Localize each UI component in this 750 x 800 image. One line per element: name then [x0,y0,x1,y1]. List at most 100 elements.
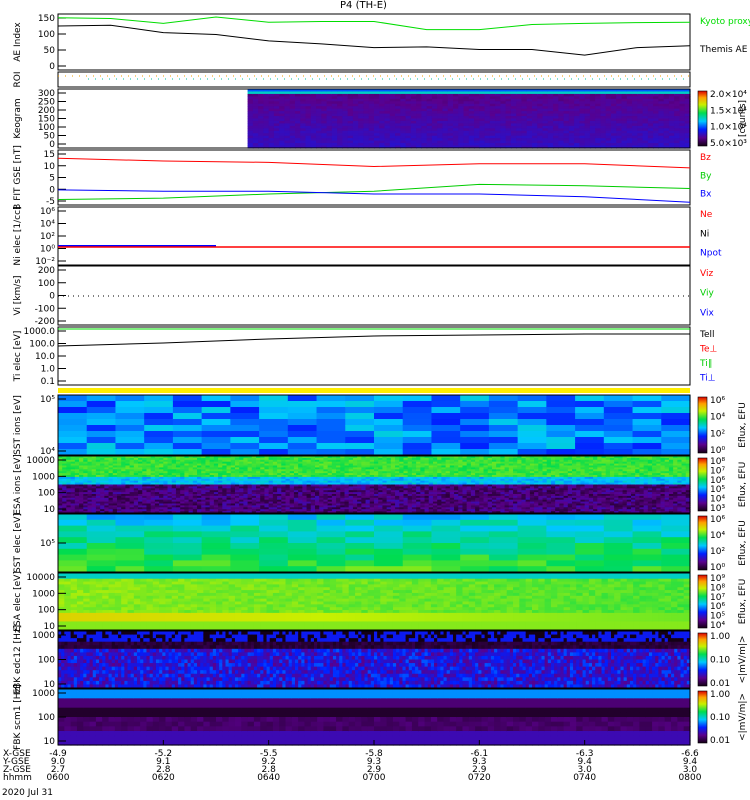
keogram-cell [389,116,396,120]
esa_ions-cell [247,488,253,491]
esa_ions-cell [268,507,274,510]
keogram-cell [342,93,349,97]
keogram-cell [273,93,280,97]
esa_ions-cell [256,471,261,474]
keogram-cell [410,103,417,107]
esa_ions-cell [411,486,417,489]
esa_ions-cell [146,467,152,470]
keogram-cell [463,143,470,147]
esa_ions-cell [243,471,249,474]
esa_ions-cell [163,475,169,478]
esa_ions-cell [70,471,76,474]
esa_ions-cell [327,482,333,486]
keogram-cell [495,143,501,147]
keogram-cell [268,133,275,137]
esa_ions-cell [272,463,278,467]
keogram-cell [331,98,338,102]
esa_ions-cell [66,505,72,508]
sst_ions-cell [115,407,145,414]
keogram-cell [658,111,665,115]
esa_ions-cell [403,503,409,506]
esa_ions-cell [411,480,417,484]
esa_ions-cell [352,486,358,489]
esa_ions-cell [403,507,409,510]
esa_ions-cell [159,456,164,459]
keogram-cell [453,143,459,147]
esa_ions-cell [205,476,211,480]
keogram-cell [611,106,617,110]
esa_ions-cell [268,495,274,499]
esa_ions-cell [323,488,329,491]
keogram-cell [532,118,538,122]
esa_ions-cell [323,492,329,495]
esa_ions-cell [197,488,202,491]
esa_ions-cell [310,495,316,499]
esa_ions-cell [298,465,303,468]
keogram-cell [263,138,270,142]
keogram-cell [632,113,638,117]
keogram-cell [295,106,301,110]
esa_ions-cell [142,495,148,499]
keogram-cell [653,130,659,134]
esa_ions-cell [108,490,114,493]
esa_ions-cell [365,463,371,467]
esa_ions-cell [66,465,72,468]
esa_ions-cell [374,497,379,501]
esa_ions-cell [192,501,198,505]
keogram-cell [410,123,417,127]
esa_ions-cell [357,492,362,495]
esa_ions-cell [91,497,97,501]
esa_ions-cell [213,482,219,486]
keogram-cell [468,96,475,100]
esa_ions-cell [138,475,143,478]
keogram-cell [363,101,370,105]
keogram-cell [300,113,307,117]
keogram-cell [658,138,665,142]
keogram-cell [621,138,628,142]
keogram-cell [642,103,649,107]
esa_ions-cell [331,457,337,461]
keogram-cell [600,91,607,95]
esa_ions-cell [142,463,148,467]
esa_ions-cell [218,509,223,512]
keogram-cell [305,123,312,127]
keogram-cell [268,101,275,105]
esa_ions-cell [281,461,287,465]
esa_ions-cell [243,465,249,468]
keogram-cell [337,93,343,97]
sst_ions-cell [316,449,346,456]
esa_ions-cell [112,488,118,491]
esa_ions-cell [205,503,211,506]
esa_ions-cell [167,492,173,495]
sst_ions-cell [402,419,433,426]
keogram-cell [431,111,438,115]
keogram-cell [400,116,407,120]
keogram-cell [621,116,628,120]
keogram-cell [447,120,454,125]
esa_ions-cell [197,492,202,495]
esa_ions-cell [171,475,177,478]
keogram-cell [305,116,312,120]
keogram-cell [252,98,259,102]
keogram-cell [563,125,570,129]
keogram-cell [611,133,617,137]
esa_ions-cell [70,490,76,493]
keogram-cell [526,118,533,122]
esa_ions-cell [150,492,156,495]
esa_ions-cell [197,490,202,493]
keogram-cell [316,135,322,139]
esa_ions-cell [226,511,232,514]
keogram-cell [574,128,580,132]
keogram-cell [453,130,459,134]
keogram-cell [532,113,538,117]
esa_ions-cell [411,492,417,495]
sst_ions-cell [402,437,433,444]
keogram-cell [400,133,407,137]
esa_ions-cell [352,503,358,506]
esa_ions-cell [306,488,312,491]
keogram-cell [374,111,380,115]
keogram-cell [479,108,486,112]
esa_ions-cell [395,484,400,487]
keogram-cell [553,133,559,137]
esa_ions-cell [289,478,295,482]
